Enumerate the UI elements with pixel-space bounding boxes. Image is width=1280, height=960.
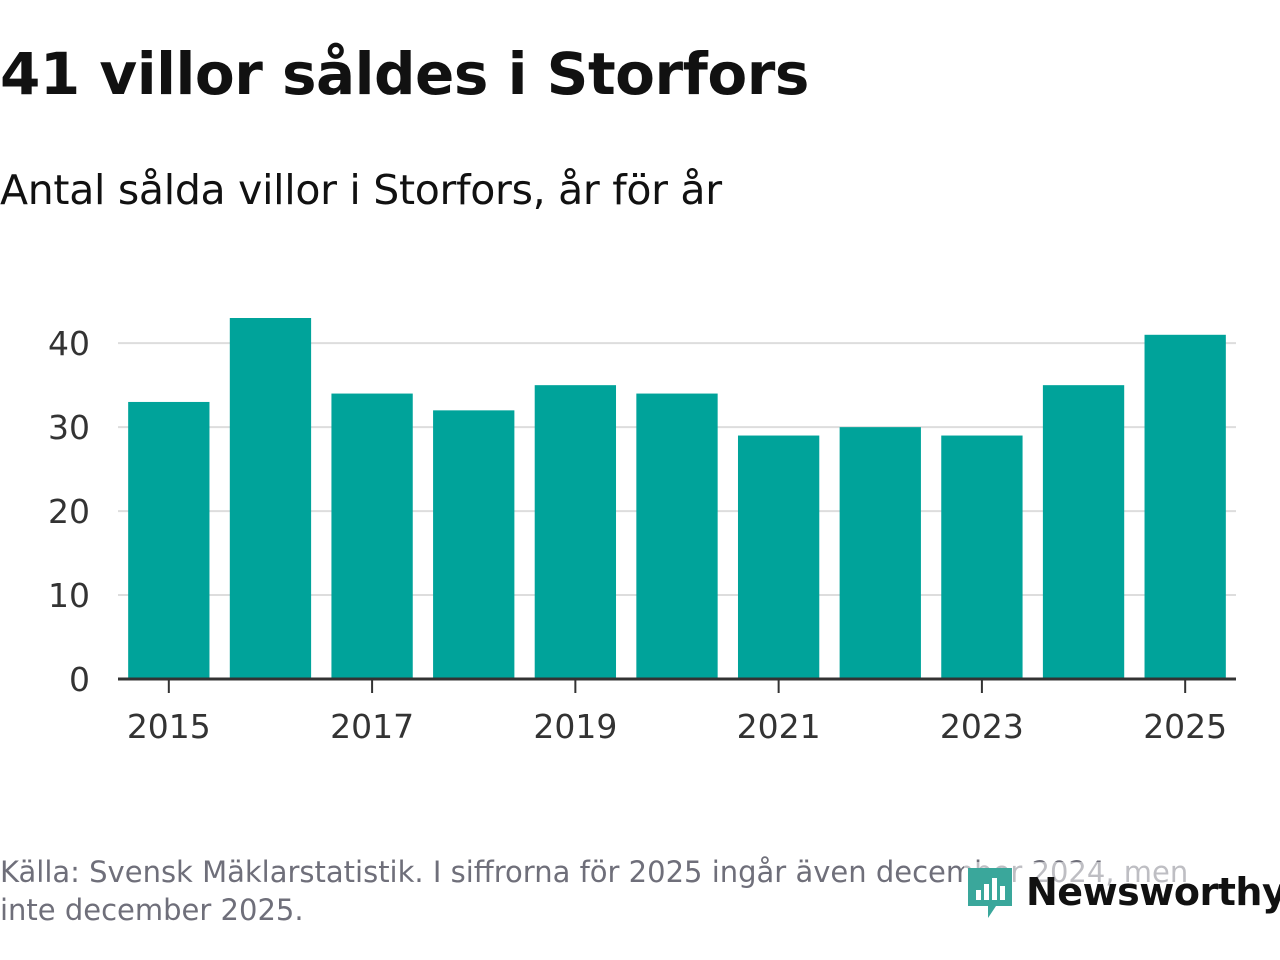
- bar-2021: [737, 435, 820, 679]
- newsworthy-logo-icon: [968, 868, 1012, 918]
- y-tick-label: 30: [48, 408, 90, 447]
- bars: [128, 318, 1226, 679]
- bar-2015: [128, 401, 210, 679]
- y-tick-label: 0: [69, 660, 90, 699]
- bar-2023: [941, 435, 1023, 679]
- x-tick-label: 2025: [1143, 707, 1227, 746]
- y-tick-label: 20: [48, 492, 90, 531]
- bar-chart: 0 10 20 30 40 2015 2017 2019 2021 2023 2025: [48, 318, 1236, 746]
- axes: 0 10 20 30 40 2015 2017 2019 2021 2023 2025: [48, 324, 1236, 746]
- chart-subtitle: Antal sålda villor i Storfors, år för år: [0, 166, 722, 214]
- brand-name: Newsworthy: [1026, 870, 1280, 914]
- x-tick-label: 2021: [737, 707, 821, 746]
- bar-2016: [229, 318, 312, 679]
- x-tick-label: 2017: [330, 707, 414, 746]
- bar-2022: [839, 427, 921, 679]
- x-tick-label: 2023: [940, 707, 1024, 746]
- bar-2024: [1042, 385, 1125, 679]
- y-tick-label: 40: [48, 324, 90, 363]
- bar-2018: [433, 410, 515, 679]
- x-tick-label: 2015: [127, 707, 211, 746]
- bar-2017: [331, 393, 413, 679]
- bar-2019: [534, 385, 617, 679]
- x-tick-label: 2019: [533, 707, 617, 746]
- y-tick-label: 10: [48, 576, 90, 615]
- bar-2025: [1144, 334, 1226, 679]
- chart-title: 41 villor såldes i Storfors: [0, 40, 809, 108]
- newsworthy-brand: Newsworthy: [964, 862, 1280, 922]
- bar-2020: [636, 393, 718, 679]
